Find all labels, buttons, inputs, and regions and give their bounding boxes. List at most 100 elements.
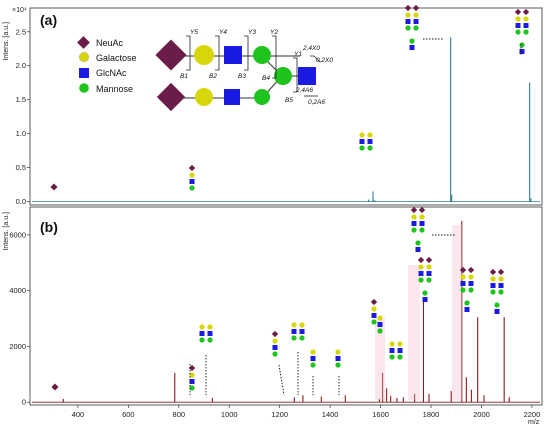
galactose-circle-icon <box>371 306 377 312</box>
neuac-diamond-icon <box>497 268 505 276</box>
neuac-diamond-icon <box>417 256 425 264</box>
fragment-y1: Y1 <box>294 51 302 58</box>
panel-b-xtick-label: 1400 <box>322 410 339 419</box>
panel-b-ylabel: Intens. [a.u.] <box>3 212 10 251</box>
panel-b-label: (b) <box>40 219 58 235</box>
galactose-circle-icon <box>377 315 383 321</box>
mannose-circle-icon <box>411 227 417 233</box>
glcnac-square-icon <box>519 49 525 54</box>
mannose-circle-icon <box>422 290 428 296</box>
glcnac-square-icon <box>468 281 474 286</box>
fragment-y3: Y3 <box>248 29 256 36</box>
glcnac-square-icon <box>422 297 428 302</box>
legend-item-glcnac: GlcNAc <box>79 68 127 78</box>
legend-label-neuac: NeuAc <box>96 38 124 48</box>
mannose-circle-icon <box>419 227 425 233</box>
glcnac-square-icon <box>413 19 419 24</box>
mannose-circle-icon <box>409 38 415 44</box>
highlight-1600 <box>375 318 385 400</box>
neuac-diamond-icon <box>77 36 90 49</box>
neuac-diamond-icon <box>51 383 59 391</box>
glcnac-square-icon <box>189 379 195 384</box>
glcnac-square-icon <box>498 283 504 288</box>
mannose-circle-icon <box>199 337 205 343</box>
galactose-circle-icon <box>490 276 496 282</box>
neuac-diamond-icon <box>412 4 420 12</box>
galactose-circle-icon <box>468 274 474 280</box>
mannose-circle-icon <box>418 277 424 283</box>
glcnac-square-icon <box>207 331 213 336</box>
galactose-circle-icon <box>389 341 395 347</box>
mannose-circle-icon <box>523 29 529 35</box>
legend-label-glcnac: GlcNAc <box>96 68 127 78</box>
structure-mannose-lower-icon <box>254 89 270 105</box>
glcnac-square-icon <box>418 271 424 276</box>
galactose-circle-icon <box>397 341 403 347</box>
panel-b-ytick-label: 0 <box>22 398 26 407</box>
glcnac-square-icon <box>405 19 411 24</box>
mannose-circle-icon <box>272 351 278 357</box>
structure-mannose-upper-icon <box>253 46 271 64</box>
galactose-circle-icon <box>460 274 466 280</box>
neuac-diamond-icon <box>514 8 522 16</box>
panel-a-ytick-label: 2.5 <box>16 27 26 36</box>
panel-b-xlabel: m/z <box>528 419 540 426</box>
fragment-24a6: 2,4A6 <box>295 87 313 94</box>
glcnac-square-icon <box>335 356 341 361</box>
mannose-circle-icon <box>371 319 377 325</box>
panel-b-xtick-label: 800 <box>173 410 186 419</box>
galactose-circle-icon <box>335 349 341 355</box>
fragment-y2: Y2 <box>270 29 278 36</box>
legend-item-mannose: Mannose <box>79 83 133 94</box>
panel-b-xtick-label: 2000 <box>473 410 490 419</box>
glcnac-square-icon <box>291 329 297 334</box>
structure-neuac-upper-icon <box>155 39 187 71</box>
mannose-circle-icon <box>464 300 470 306</box>
glcnac-square-icon <box>419 221 425 226</box>
panel-a-ytick-label: 1.5 <box>16 95 26 104</box>
galactose-circle-icon <box>199 324 205 330</box>
galactose-circle-icon <box>291 322 297 328</box>
neuac-diamond-icon <box>370 298 378 306</box>
panel-a-ytick-label: 2.0 <box>16 61 26 70</box>
legend-label-mannose: Mannose <box>96 84 133 94</box>
mannose-circle-icon <box>299 335 305 341</box>
fragment-02a6: 0,2A6 <box>308 99 325 106</box>
galactose-circle-icon <box>189 372 195 378</box>
mannose-circle-icon <box>397 354 403 360</box>
panel-a-yscale: ×10⁴ <box>12 7 27 14</box>
galactose-circle-icon <box>207 324 213 330</box>
panel-b-xtick-label: 1600 <box>372 410 389 419</box>
neuac-diamond-icon <box>467 266 475 274</box>
structure-galactose-lower-icon <box>195 88 213 106</box>
glcnac-square-icon <box>494 309 500 314</box>
panel-b-xtick-label: 1800 <box>423 410 440 419</box>
mannose-circle-icon <box>460 287 466 293</box>
glcnac-square-icon <box>411 221 417 226</box>
mannose-circle-icon <box>389 354 395 360</box>
mannose-circle-icon <box>515 29 521 35</box>
glcnac-square-icon <box>460 281 466 286</box>
panel-a-ytick-label: 0.0 <box>16 197 26 206</box>
galactose-circle-icon <box>189 172 195 178</box>
galactose-circle-icon <box>413 12 419 18</box>
glcnac-square-icon <box>299 329 305 334</box>
galactose-circle-icon <box>79 52 89 62</box>
glcnac-square-icon <box>415 247 421 252</box>
glcnac-square-icon <box>199 331 205 336</box>
panel-b-xtick-label: 600 <box>122 410 135 419</box>
panel-a-spectrum <box>32 37 540 203</box>
glcnac-square-icon <box>515 23 521 28</box>
legend-label-galactose: Galactose <box>96 53 137 63</box>
fragment-b1: B1 <box>180 73 188 80</box>
neuac-diamond-icon <box>418 206 426 214</box>
fragment-y5: Y5 <box>190 29 198 36</box>
mannose-circle-icon <box>426 277 432 283</box>
galactose-circle-icon <box>310 349 316 355</box>
fragment-b3: B3 <box>238 73 246 80</box>
panel-a-ytick-label: 0.5 <box>16 163 26 172</box>
mannose-circle-icon <box>310 362 316 368</box>
mannose-circle-icon <box>415 240 421 246</box>
neuac-diamond-icon <box>522 8 530 16</box>
